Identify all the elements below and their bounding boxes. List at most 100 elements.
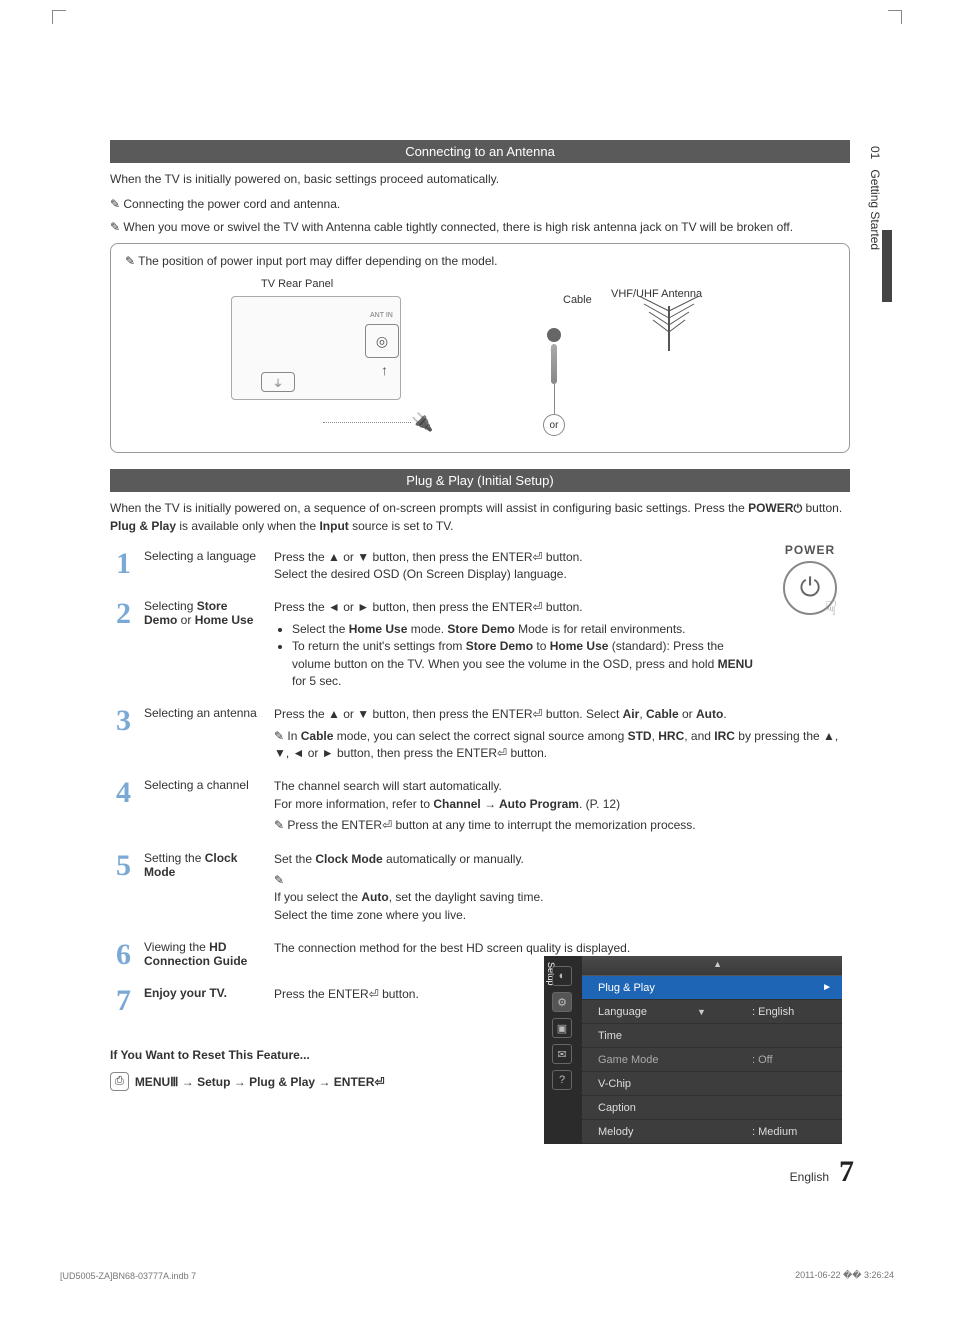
steps-table: 1 Selecting a language Press the ▲ or ▼ … <box>110 543 850 1027</box>
step-number: 5 <box>110 845 138 935</box>
osd-icon: ◐ <box>552 966 572 986</box>
osd-icon-selected: ⚙ <box>552 992 572 1012</box>
plug-icon: 🔌 <box>411 412 433 433</box>
text: source is set to TV. <box>349 519 454 533</box>
osd-row[interactable]: V-Chip <box>582 1072 842 1096</box>
page-footer: English 7 <box>790 1155 854 1189</box>
ant-in-label: ANT IN <box>370 312 393 319</box>
osd-main: Plug & Play ► Language ▼ : English Time … <box>582 956 842 1144</box>
antenna-diagram: The position of power input port may dif… <box>110 243 850 453</box>
chapter-title: Getting Started <box>868 169 882 250</box>
crop-mark <box>52 10 66 24</box>
diagram-note: The position of power input port may dif… <box>125 254 835 268</box>
osd-value: : Medium <box>752 1126 832 1138</box>
step-title: Selecting a channel <box>138 772 268 844</box>
antenna-port-icon <box>365 324 399 358</box>
osd-icon: ? <box>552 1070 572 1090</box>
step-title: Selecting a language <box>138 543 268 594</box>
step-number: 6 <box>110 934 138 980</box>
osd-value: : English <box>752 1006 832 1018</box>
step-number: 7 <box>110 980 138 1026</box>
osd-label: Melody <box>598 1126 633 1138</box>
step-number: 4 <box>110 772 138 844</box>
step-title: Selecting Store Demo or Home Use <box>138 593 268 700</box>
note: If you select the Auto, set the daylight… <box>274 872 844 924</box>
osd-row[interactable]: Game Mode : Off <box>582 1048 842 1072</box>
chevron-right-icon: ► <box>822 982 832 993</box>
step-body: Set the Clock Mode automatically or manu… <box>268 845 850 935</box>
osd-label: Plug & Play <box>598 982 655 994</box>
cable-connector-icon <box>547 328 561 342</box>
connector-line <box>554 384 555 414</box>
power-port-icon <box>261 372 295 392</box>
osd-row[interactable]: Language ▼ : English <box>582 1000 842 1024</box>
intro-text: When the TV is initially powered on, a s… <box>110 500 850 534</box>
osd-icon: ✉ <box>552 1044 572 1064</box>
note: When you move or swivel the TV with Ante… <box>110 219 850 236</box>
step-title: Selecting an antenna <box>138 700 268 772</box>
section-header: Plug & Play (Initial Setup) <box>110 469 850 492</box>
text: When the TV is initially powered on, a s… <box>110 501 748 515</box>
step-row: 2 Selecting Store Demo or Home Use Press… <box>110 593 850 700</box>
step-number: 2 <box>110 593 138 700</box>
step-title: Setting the Clock Mode <box>138 845 268 935</box>
page-number: 7 <box>839 1155 854 1189</box>
note: In Cable mode, you can select the correc… <box>274 728 844 763</box>
step-number: 3 <box>110 700 138 772</box>
osd-icon: ▣ <box>552 1018 572 1038</box>
step-number: 1 <box>110 543 138 594</box>
steps-container: POWER ⏻☟ 1 Selecting a language Press th… <box>110 543 850 1027</box>
step-row: 4 Selecting a channel The channel search… <box>110 772 850 844</box>
osd-top-bar <box>582 956 842 976</box>
osd-label: V-Chip <box>598 1078 631 1090</box>
power-icon: ⏻☟ <box>783 561 837 615</box>
or-label: or <box>543 414 565 436</box>
bullet: To return the unit's settings from Store… <box>292 638 760 690</box>
power-text: POWER <box>770 543 850 557</box>
print-footer-left: [UD5005-ZA]BN68-03777A.indb 7 <box>60 1271 196 1281</box>
intro-text: When the TV is initially powered on, bas… <box>110 171 850 188</box>
step-row: 1 Selecting a language Press the ▲ or ▼ … <box>110 543 850 594</box>
rear-panel-label: TV Rear Panel <box>261 278 333 290</box>
step-body: The channel search will start automatica… <box>268 772 850 844</box>
print-footer-right: 2011-06-22 �� 3:26:24 <box>795 1270 894 1281</box>
osd-sidebar: Setup ◐ ⚙ ▣ ✉ ? <box>544 956 582 1144</box>
osd-row[interactable]: Melody : Medium <box>582 1120 842 1144</box>
crop-mark <box>888 10 902 24</box>
section-header: Connecting to an Antenna <box>110 140 850 163</box>
osd-value: : Off <box>752 1054 832 1066</box>
osd-label: Caption <box>598 1102 636 1114</box>
step-body: Press the ▲ or ▼ button, then press the … <box>268 543 850 594</box>
hand-icon: ☟ <box>825 596 837 621</box>
menu-path: MENUⅢ → Setup → Plug & Play → ENTER⏎ <box>135 1075 385 1089</box>
step-row: 3 Selecting an antenna Press the ▲ or ▼ … <box>110 700 850 772</box>
osd-label: Language <box>598 1006 647 1018</box>
text-bold: Input <box>319 519 348 533</box>
osd-row[interactable]: Caption <box>582 1096 842 1120</box>
antenna-icon <box>619 296 719 356</box>
text-bold: Plug & Play <box>110 519 176 533</box>
step-row: 5 Setting the Clock Mode Set the Clock M… <box>110 845 850 935</box>
osd-row[interactable]: Plug & Play ► <box>582 976 842 1000</box>
step-title: Viewing the HD Connection Guide <box>138 934 268 980</box>
step-body: Press the ◄ or ► button, then press the … <box>268 593 850 700</box>
osd-label: Time <box>598 1030 622 1042</box>
text: button. <box>802 501 842 515</box>
osd-label: Game Mode <box>598 1054 659 1066</box>
step-body: Press the ▲ or ▼ button, then press the … <box>268 700 850 772</box>
chapter-num: 01 <box>868 146 882 159</box>
osd-row[interactable]: Time <box>582 1024 842 1048</box>
note: Press the ENTER⏎ button at any time to i… <box>274 817 844 834</box>
footer-lang: English <box>790 1170 829 1184</box>
dotted-line <box>323 422 411 423</box>
text: is available only when the <box>176 519 319 533</box>
chapter-tab: 01 Getting Started <box>854 140 882 310</box>
chapter-bar <box>882 230 892 302</box>
cable-label: Cable <box>563 294 592 306</box>
bullet: Select the Home Use mode. Store Demo Mod… <box>292 621 760 638</box>
arrow-icon: ↑ <box>381 362 388 378</box>
step-title: Enjoy your TV. <box>138 980 268 1026</box>
power-badge: POWER ⏻☟ <box>770 543 850 615</box>
power-label: POWER <box>748 501 802 515</box>
note: Connecting the power cord and antenna. <box>110 196 850 213</box>
